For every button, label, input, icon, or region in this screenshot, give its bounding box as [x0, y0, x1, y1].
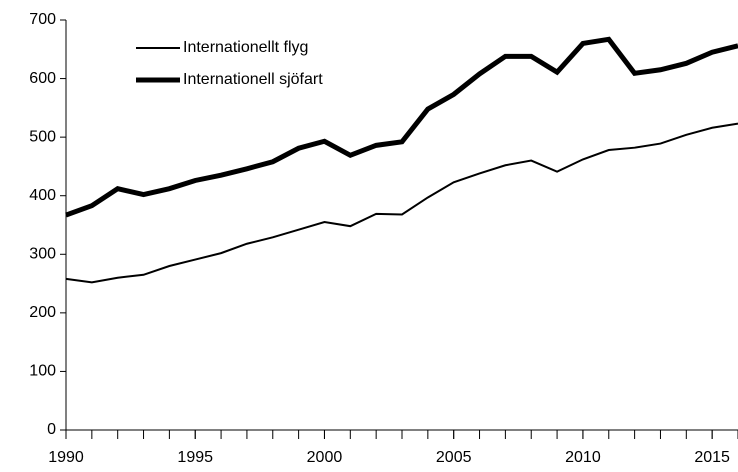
y-tick-label: 0: [47, 421, 56, 438]
y-tick-label: 200: [29, 304, 56, 321]
x-tick-label: 2010: [565, 449, 601, 466]
y-tick-label: 600: [29, 70, 56, 87]
series-line: [65, 122, 738, 284]
x-tick-label: 1995: [177, 449, 213, 466]
x-tick-label: 2015: [694, 449, 730, 466]
series-line: [65, 36, 738, 218]
y-tick-label: 400: [29, 187, 56, 204]
y-tick-label: 500: [29, 128, 56, 145]
legend-label: Internationellt flyg: [183, 39, 308, 56]
y-tick-label: 100: [29, 363, 56, 380]
x-tick-label: 1990: [48, 449, 84, 466]
legend-label: Internationell sjöfart: [183, 71, 323, 88]
y-tick-label: 700: [29, 11, 56, 28]
x-tick-label: 2000: [307, 449, 343, 466]
x-tick-label: 2005: [436, 449, 472, 466]
y-tick-label: 300: [29, 246, 56, 263]
